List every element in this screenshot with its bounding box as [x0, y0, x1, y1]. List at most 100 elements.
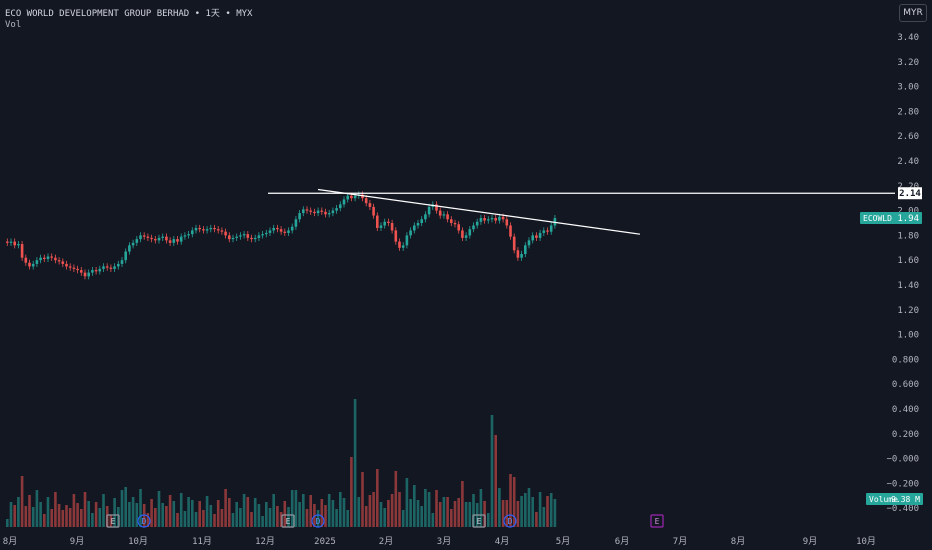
volume-bar: [416, 500, 420, 527]
candle-body: [364, 198, 368, 204]
candle-body: [80, 270, 83, 273]
volume-bar: [91, 513, 94, 527]
candle-body: [231, 237, 235, 240]
volume-bar: [94, 502, 98, 527]
volume-bar: [324, 505, 327, 527]
time-tick: 2025: [314, 537, 336, 547]
volume-bar: [265, 502, 268, 527]
volume-bar: [413, 485, 416, 527]
interval[interactable]: 1天: [205, 9, 220, 19]
price-axis[interactable]: 3.40 3.20 3.00 2.80 2.60 2.40 2.20 2.00 1.80 1.60…: [860, 33, 923, 514]
volume-bar: [461, 481, 464, 527]
candle-body: [324, 211, 327, 215]
currency-button[interactable]: MYR: [899, 4, 927, 22]
earnings-marker[interactable]: [472, 514, 486, 528]
volume-bar: [376, 469, 379, 527]
volume-bar: [346, 510, 349, 527]
price-tick: 1.80: [897, 231, 919, 241]
volume-bar: [6, 519, 9, 527]
candle-body: [213, 227, 216, 230]
volume-bar: [524, 493, 527, 527]
volume-bar: [342, 498, 346, 527]
dividend-marker[interactable]: [137, 514, 151, 528]
symbol-name[interactable]: ECO WORLD DEVELOPMENT GROUP BERHAD: [5, 9, 190, 19]
candle-body: [394, 230, 398, 242]
volume-bar: [372, 492, 375, 527]
candle-body: [316, 210, 320, 214]
volume-bar: [390, 494, 394, 527]
candle-body: [283, 231, 287, 233]
drawings[interactable]: [268, 188, 895, 235]
candle-body: [427, 206, 431, 215]
volume-bar: [50, 509, 53, 527]
candle-body: [435, 204, 438, 211]
event-marker-letter: E: [477, 517, 482, 526]
candle-body: [94, 270, 98, 272]
symbol-header[interactable]: ECO WORLD DEVELOPMENT GROUP BERHAD • 1天 …: [5, 6, 252, 19]
candle-body: [512, 236, 516, 251]
candle-body: [102, 266, 105, 269]
volume-bar: [65, 505, 68, 527]
candle-body: [117, 263, 120, 267]
volume-bar: [387, 500, 390, 527]
candle-body: [191, 230, 194, 235]
volume-bar: [235, 502, 238, 527]
event-marker-letter: D: [508, 517, 513, 526]
volume-bar: [501, 500, 505, 527]
volume-bar: [154, 508, 157, 527]
candle-body: [131, 242, 135, 246]
candle-body: [46, 256, 50, 259]
candle-body: [165, 236, 168, 241]
volume-bar: [305, 509, 309, 527]
candle-body: [353, 195, 357, 199]
candle-body: [54, 257, 57, 261]
candle-body: [350, 195, 353, 199]
volume-bar: [128, 502, 131, 527]
price-tick: 0.800: [892, 355, 919, 365]
volume-bar: [150, 499, 153, 527]
candle-body: [31, 263, 35, 267]
volume-bar: [350, 457, 353, 527]
dividend-marker[interactable]: [503, 514, 517, 528]
volume-bar: [549, 493, 553, 527]
time-tick: 10月: [128, 536, 148, 547]
earnings-marker[interactable]: [106, 514, 120, 528]
volume-bar: [117, 507, 120, 527]
volume-bar: [198, 501, 201, 527]
volume-bar: [472, 494, 475, 527]
vol-indicator-label[interactable]: Vol: [5, 20, 22, 30]
price-tick: −0.200: [886, 479, 919, 489]
volume-bar: [135, 503, 139, 527]
volume-bar: [250, 512, 253, 527]
volume-bar: [257, 504, 261, 527]
volume-bar: [538, 492, 542, 527]
candle-body: [261, 234, 264, 236]
last-price-tag: [860, 212, 922, 225]
time-tick: 3月: [437, 536, 451, 547]
volume-bar: [357, 497, 361, 527]
earnings-marker[interactable]: [650, 514, 664, 528]
trend-line[interactable]: [317, 188, 641, 235]
volume-bar: [505, 500, 509, 527]
candle-body: [468, 229, 472, 236]
dividend-marker[interactable]: [311, 514, 325, 528]
time-tick: 7月: [673, 536, 687, 547]
volume-bar: [457, 498, 460, 527]
earnings-marker[interactable]: [281, 514, 295, 528]
candle-body: [135, 239, 139, 243]
volume-bar: [191, 500, 194, 527]
candle-body: [475, 221, 479, 226]
volume-bar: [209, 505, 213, 527]
candle-body: [335, 208, 338, 211]
volume-bar: [179, 493, 183, 527]
price-tick: 3.20: [897, 58, 919, 68]
volume-bar: [17, 497, 20, 527]
candle-body: [57, 260, 61, 262]
candle-body: [398, 241, 401, 248]
event-marker-letter: E: [111, 517, 116, 526]
candle-body: [509, 225, 512, 237]
time-axis[interactable]: 8月 9月 10月 11月 12月 2025 2月 3月 4月 5月 6月 7月 8月 9月 10月: [3, 536, 876, 547]
volume-bar: [61, 510, 65, 527]
